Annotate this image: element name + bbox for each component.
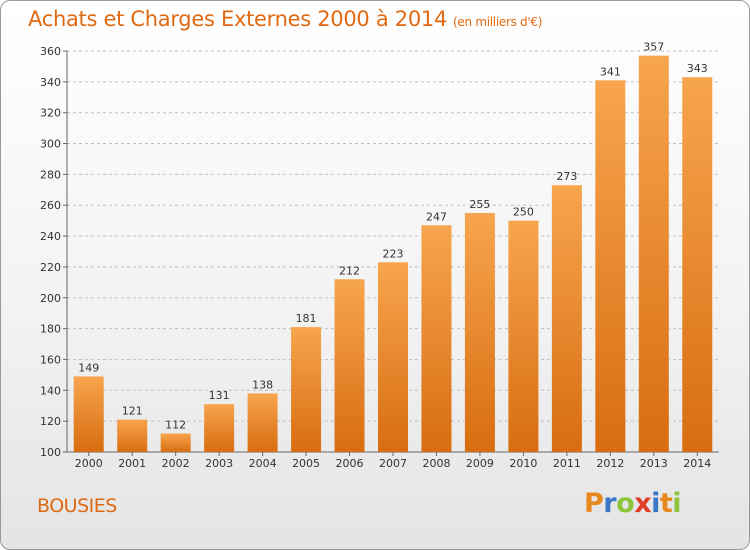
bar-2001: [117, 419, 148, 452]
x-tick-label-2000: 2000: [75, 457, 103, 470]
commune-name: BOUSIES: [37, 495, 117, 517]
bar-2014: [682, 77, 713, 452]
value-label-2007: 223: [383, 247, 404, 260]
x-tick-label-2009: 2009: [466, 457, 494, 470]
bar-2013: [638, 55, 669, 452]
y-tick-label: 240: [40, 230, 61, 243]
logo-letter: P: [584, 488, 604, 519]
logo-letter: i: [651, 488, 660, 519]
chart-subtitle: (en milliers d'€): [453, 15, 543, 29]
logo-letter: x: [634, 488, 652, 519]
y-tick-label: 360: [40, 45, 61, 58]
bar-2002: [160, 433, 191, 452]
value-label-2005: 181: [296, 312, 317, 325]
value-label-2003: 131: [209, 389, 230, 402]
bar-2009: [464, 212, 495, 452]
y-tick-label: 280: [40, 168, 61, 181]
y-tick-label: 260: [40, 199, 61, 212]
y-tick-label: 100: [40, 446, 61, 459]
x-tick-label-2005: 2005: [292, 457, 320, 470]
value-label-2001: 121: [122, 405, 143, 418]
bar-2012: [595, 80, 626, 453]
bar-2010: [508, 220, 539, 452]
value-label-2013: 357: [643, 41, 664, 54]
bar-2007: [378, 262, 408, 452]
bar-2011: [551, 185, 582, 452]
value-label-2014: 343: [687, 62, 708, 75]
x-tick-label-2007: 2007: [379, 457, 407, 470]
bar-2003: [204, 404, 235, 452]
x-tick-label-2010: 2010: [509, 457, 537, 470]
x-tick-label-2013: 2013: [640, 457, 668, 470]
bar-2005: [291, 327, 322, 452]
x-tick-label-2001: 2001: [118, 457, 146, 470]
logo-letter: t: [659, 488, 673, 519]
value-label-2002: 112: [165, 418, 186, 431]
y-tick-label: 200: [40, 292, 61, 305]
bar-2004: [247, 393, 278, 452]
chart-title: Achats et Charges Externes 2000 à 2014 (e…: [28, 7, 542, 31]
bar-2000: [73, 376, 104, 452]
x-tick-label-2014: 2014: [683, 457, 711, 470]
y-tick-label: 180: [40, 323, 61, 336]
value-label-2004: 138: [252, 378, 273, 391]
x-tick-label-2006: 2006: [336, 457, 364, 470]
x-tick-label-2011: 2011: [553, 457, 581, 470]
value-label-2010: 250: [513, 206, 534, 219]
y-tick-label: 120: [40, 415, 61, 428]
value-label-2000: 149: [78, 361, 99, 374]
value-label-2012: 341: [600, 65, 621, 78]
bar-2006: [334, 279, 365, 452]
bar-2008: [421, 225, 452, 452]
logo-letter: o: [616, 488, 635, 519]
y-tick-label: 140: [40, 384, 61, 397]
x-tick-label-2002: 2002: [162, 457, 190, 470]
y-tick-label: 320: [40, 107, 61, 120]
x-tick-label-2003: 2003: [205, 457, 233, 470]
chart-title-text: Achats et Charges Externes 2000 à 2014: [28, 7, 448, 31]
y-tick-label: 160: [40, 353, 61, 366]
y-tick-label: 340: [40, 76, 61, 89]
logo-letter: r: [603, 488, 617, 519]
x-tick-label-2004: 2004: [249, 457, 277, 470]
value-label-2008: 247: [426, 210, 447, 223]
value-label-2011: 273: [556, 170, 577, 183]
x-tick-label-2012: 2012: [596, 457, 624, 470]
value-label-2006: 212: [339, 264, 360, 277]
logo-letter: i: [672, 488, 682, 519]
y-tick-label: 220: [40, 261, 61, 274]
proxiti-logo: Proxiti: [584, 488, 682, 519]
value-label-2009: 255: [469, 198, 490, 211]
x-tick-label-2008: 2008: [422, 457, 450, 470]
y-tick-label: 300: [40, 138, 61, 151]
